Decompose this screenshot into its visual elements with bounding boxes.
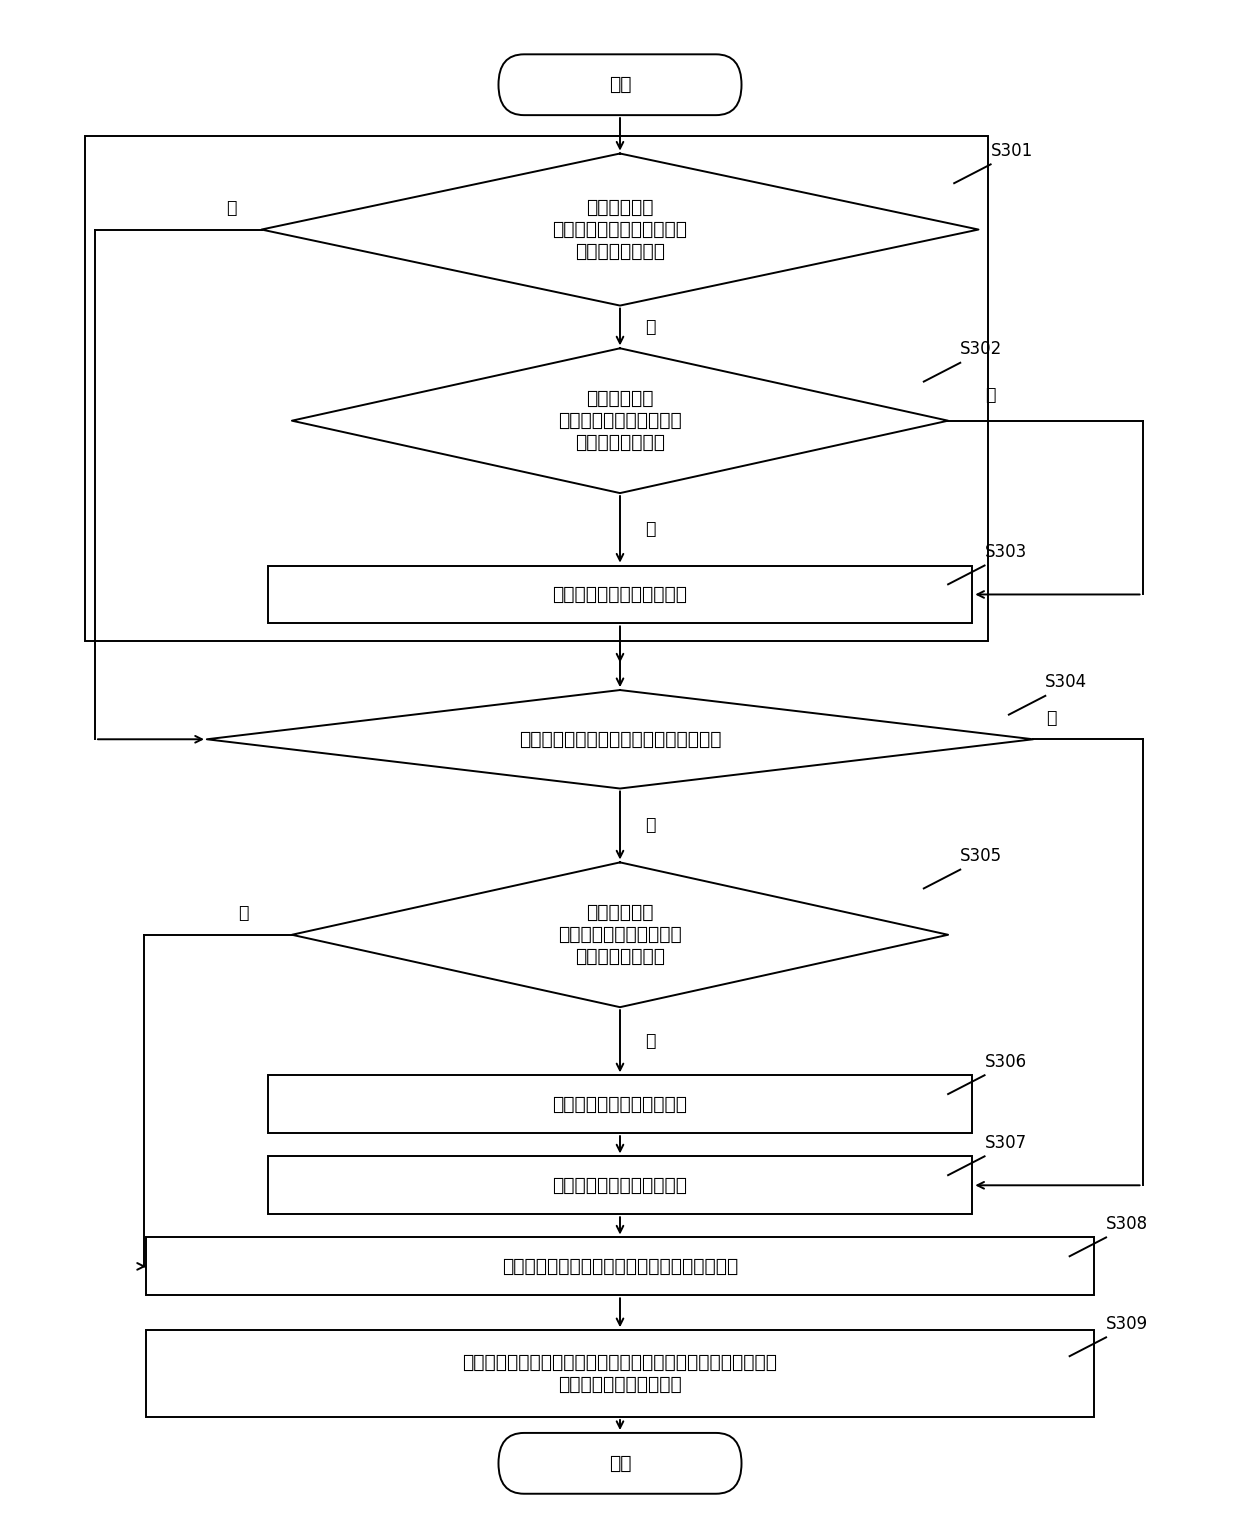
Text: 将暗度阶段确定为明亮阶段: 将暗度阶段确定为明亮阶段 (553, 1177, 687, 1195)
Text: 根据工作模式，控制自动控制设备按照确定的工作模式工作，以
使自动控制设备安全工作: 根据工作模式，控制自动控制设备按照确定的工作模式工作，以 使自动控制设备安全工作 (463, 1353, 777, 1394)
FancyBboxPatch shape (498, 55, 742, 116)
Text: 否: 否 (645, 521, 656, 539)
Text: 否: 否 (1047, 709, 1056, 726)
FancyBboxPatch shape (268, 1157, 972, 1215)
Text: S309: S309 (1106, 1315, 1148, 1333)
Text: 是: 是 (645, 816, 656, 834)
Text: 是: 是 (986, 385, 996, 403)
FancyBboxPatch shape (498, 1432, 742, 1493)
Text: 结束: 结束 (609, 1454, 631, 1473)
Text: S303: S303 (985, 543, 1027, 562)
FancyBboxPatch shape (268, 566, 972, 624)
Text: S307: S307 (985, 1134, 1027, 1152)
Text: S305: S305 (960, 848, 1002, 866)
Text: 将暗度阶段确定为黑暗阶段: 将暗度阶段确定为黑暗阶段 (553, 584, 687, 604)
FancyBboxPatch shape (146, 1330, 1094, 1417)
Text: 判断视觉装置
获取的曝光时间是否小于
预设曝光时间阈値: 判断视觉装置 获取的曝光时间是否小于 预设曝光时间阈値 (558, 390, 682, 452)
Text: S304: S304 (1045, 674, 1087, 691)
Text: 将暗度阶段确定为低光阶段: 将暗度阶段确定为低光阶段 (553, 1094, 687, 1114)
Polygon shape (207, 689, 1033, 788)
Text: S306: S306 (985, 1053, 1027, 1071)
Text: 否: 否 (645, 1032, 656, 1050)
Text: 判断环境光强是否小于预设明亮光强阈値: 判断环境光强是否小于预设明亮光强阈値 (518, 729, 722, 749)
Text: 判断视觉装置
获取的曝光时间是否小于
预设曝光时间阈値: 判断视觉装置 获取的曝光时间是否小于 预设曝光时间阈値 (558, 903, 682, 966)
Text: 开始: 开始 (609, 75, 631, 94)
Text: S302: S302 (960, 341, 1002, 358)
Text: 是: 是 (645, 318, 656, 336)
Text: 判断视觉装置
检测到的环境光強是否小于
预设黑暗光强阈値: 判断视觉装置 检测到的环境光強是否小于 预设黑暗光强阈値 (553, 198, 687, 262)
Text: 是: 是 (238, 904, 248, 922)
Polygon shape (291, 349, 949, 493)
Text: 根据暗度阶段确定自动控制设备对应的工作模式: 根据暗度阶段确定自动控制设备对应的工作模式 (502, 1257, 738, 1275)
Polygon shape (262, 154, 978, 306)
Text: S308: S308 (1106, 1215, 1148, 1233)
FancyBboxPatch shape (268, 1075, 972, 1134)
Text: 否: 否 (226, 199, 237, 216)
Polygon shape (291, 863, 949, 1008)
Text: S301: S301 (991, 142, 1033, 160)
FancyBboxPatch shape (146, 1237, 1094, 1295)
